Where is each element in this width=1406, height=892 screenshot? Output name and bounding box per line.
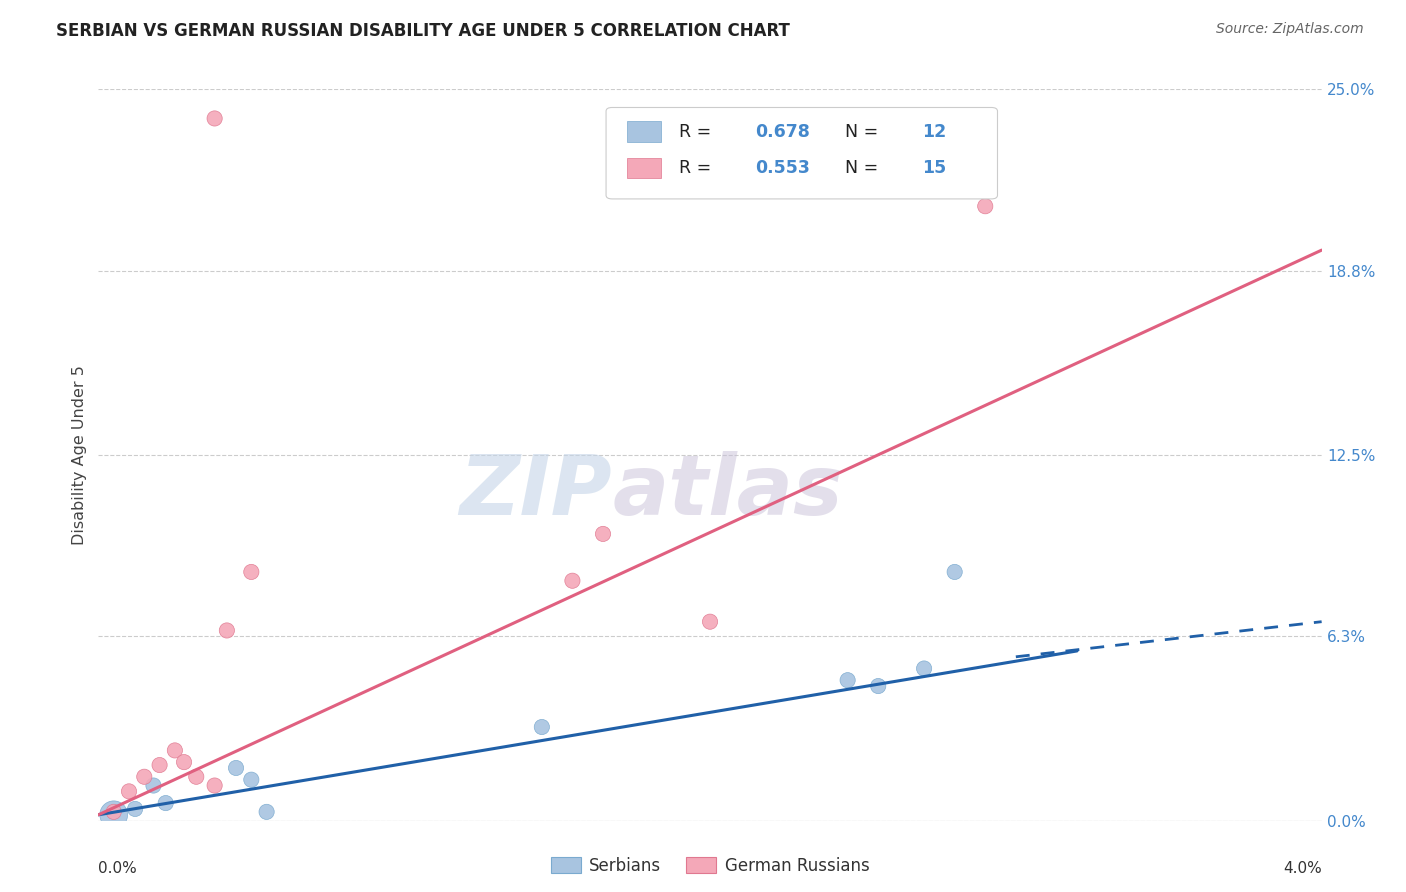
FancyBboxPatch shape xyxy=(606,108,997,199)
Legend: Serbians, German Russians: Serbians, German Russians xyxy=(544,850,876,882)
Text: N =: N = xyxy=(845,122,883,141)
Point xyxy=(186,770,208,784)
Text: R =: R = xyxy=(679,159,717,178)
Point xyxy=(163,743,186,757)
Point xyxy=(912,661,935,675)
Text: N =: N = xyxy=(845,159,883,178)
Point xyxy=(124,802,146,816)
Point xyxy=(215,624,238,638)
Text: 0.553: 0.553 xyxy=(755,159,810,178)
Text: R =: R = xyxy=(679,122,717,141)
Text: 15: 15 xyxy=(922,159,946,178)
Point xyxy=(561,574,583,588)
Text: 0.0%: 0.0% xyxy=(98,861,138,876)
FancyBboxPatch shape xyxy=(627,158,661,178)
Text: 0.678: 0.678 xyxy=(755,122,810,141)
Point xyxy=(974,199,997,213)
Point xyxy=(592,527,614,541)
Point xyxy=(103,805,125,819)
Point xyxy=(142,779,165,793)
Point xyxy=(149,758,172,772)
Point xyxy=(134,770,156,784)
FancyBboxPatch shape xyxy=(627,121,661,142)
Point xyxy=(155,796,177,810)
Point xyxy=(173,755,195,769)
Text: Source: ZipAtlas.com: Source: ZipAtlas.com xyxy=(1216,22,1364,37)
Point xyxy=(530,720,553,734)
Text: atlas: atlas xyxy=(612,451,842,532)
Y-axis label: Disability Age Under 5: Disability Age Under 5 xyxy=(72,365,87,545)
Point xyxy=(240,772,263,787)
Point xyxy=(204,112,226,126)
Point xyxy=(868,679,890,693)
Point xyxy=(240,565,263,579)
Text: ZIP: ZIP xyxy=(460,451,612,532)
Point xyxy=(943,565,966,579)
Point xyxy=(204,779,226,793)
Text: 4.0%: 4.0% xyxy=(1282,861,1322,876)
Point xyxy=(225,761,247,775)
Point xyxy=(256,805,278,819)
Point xyxy=(699,615,721,629)
Point xyxy=(118,784,141,798)
Point xyxy=(837,673,859,688)
Point xyxy=(103,807,125,822)
Text: 12: 12 xyxy=(922,122,946,141)
Text: SERBIAN VS GERMAN RUSSIAN DISABILITY AGE UNDER 5 CORRELATION CHART: SERBIAN VS GERMAN RUSSIAN DISABILITY AGE… xyxy=(56,22,790,40)
